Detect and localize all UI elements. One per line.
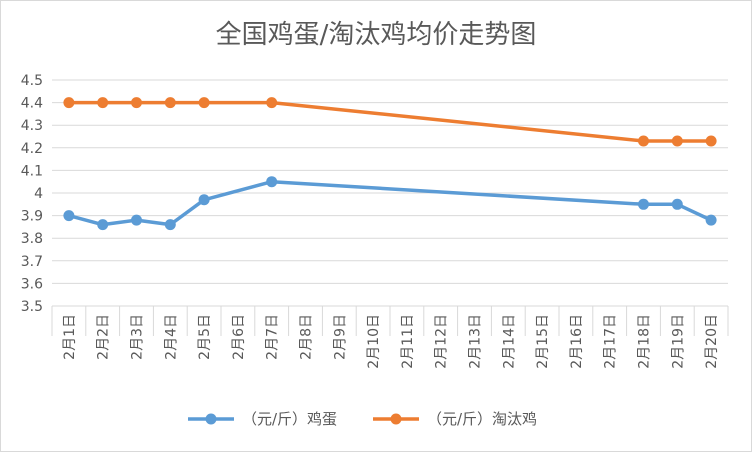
x-tick-label: 2月17日 [603,314,619,369]
x-tick-label: 2月9日 [332,314,348,360]
x-tick-label: 2月14日 [501,314,517,369]
data-point-0 [164,219,176,231]
x-tick-label: 2月11日 [400,314,416,369]
data-point-1 [638,135,649,147]
x-tick-label: 2月7日 [265,314,281,360]
x-tick-label: 2月2日 [96,314,112,360]
x-tick-label: 2月6日 [231,314,247,360]
x-tick-label: 2月3日 [130,314,146,360]
data-point-1 [164,97,176,109]
data-point-0 [638,198,649,210]
x-tick-label: 2月8日 [299,314,315,360]
data-point-1 [131,97,142,109]
y-tick-label: 3.9 [21,209,43,225]
data-point-0 [63,210,75,222]
x-tick-label: 2月4日 [163,314,179,360]
x-tick-label: 2月10日 [366,314,382,369]
x-tick-label: 2月12日 [434,314,450,369]
y-tick-label: 4.1 [21,163,43,179]
data-point-0 [198,194,210,206]
data-point-1 [97,97,109,109]
x-tick-label: 2月19日 [670,314,686,369]
data-point-1 [63,97,75,109]
data-point-0 [97,219,109,231]
data-point-0 [705,214,717,226]
chart-title: 全国鸡蛋/淘汰鸡均价走势图 [215,20,537,50]
legend-marker-1 [390,413,402,425]
y-tick-label: 3.8 [21,231,43,247]
x-tick-label: 2月5日 [197,314,213,360]
x-tick-label: 2月18日 [637,314,653,369]
y-tick-label: 3.6 [21,276,43,292]
x-tick-label: 2月13日 [468,314,484,369]
series-line-0 [68,179,712,227]
data-point-0 [671,198,683,210]
data-point-1 [198,97,210,109]
legend-label-0: （元/斤）鸡蛋 [242,410,337,428]
y-tick-label: 4.4 [21,96,43,112]
y-tick-label: 3.7 [21,254,43,270]
data-point-1 [705,135,717,147]
legend-marker-0 [205,413,217,425]
y-tick-label: 4 [34,186,43,202]
x-tick-label: 2月15日 [535,314,551,369]
y-tick-label: 3.5 [21,299,43,315]
data-point-0 [266,176,278,188]
x-tick-label: 2月16日 [569,314,585,369]
data-point-0 [131,214,142,226]
y-tick-label: 4.3 [21,118,43,134]
x-tick-label: 2月1日 [62,314,78,360]
y-tick-label: 4.2 [21,141,43,157]
x-tick-label: 2月20日 [704,314,720,369]
data-point-1 [266,97,278,109]
series-line-1 [68,100,712,143]
legend-label-1: （元/斤）淘汰鸡 [427,410,537,428]
y-tick-label: 4.5 [21,73,43,89]
data-point-1 [671,135,683,147]
